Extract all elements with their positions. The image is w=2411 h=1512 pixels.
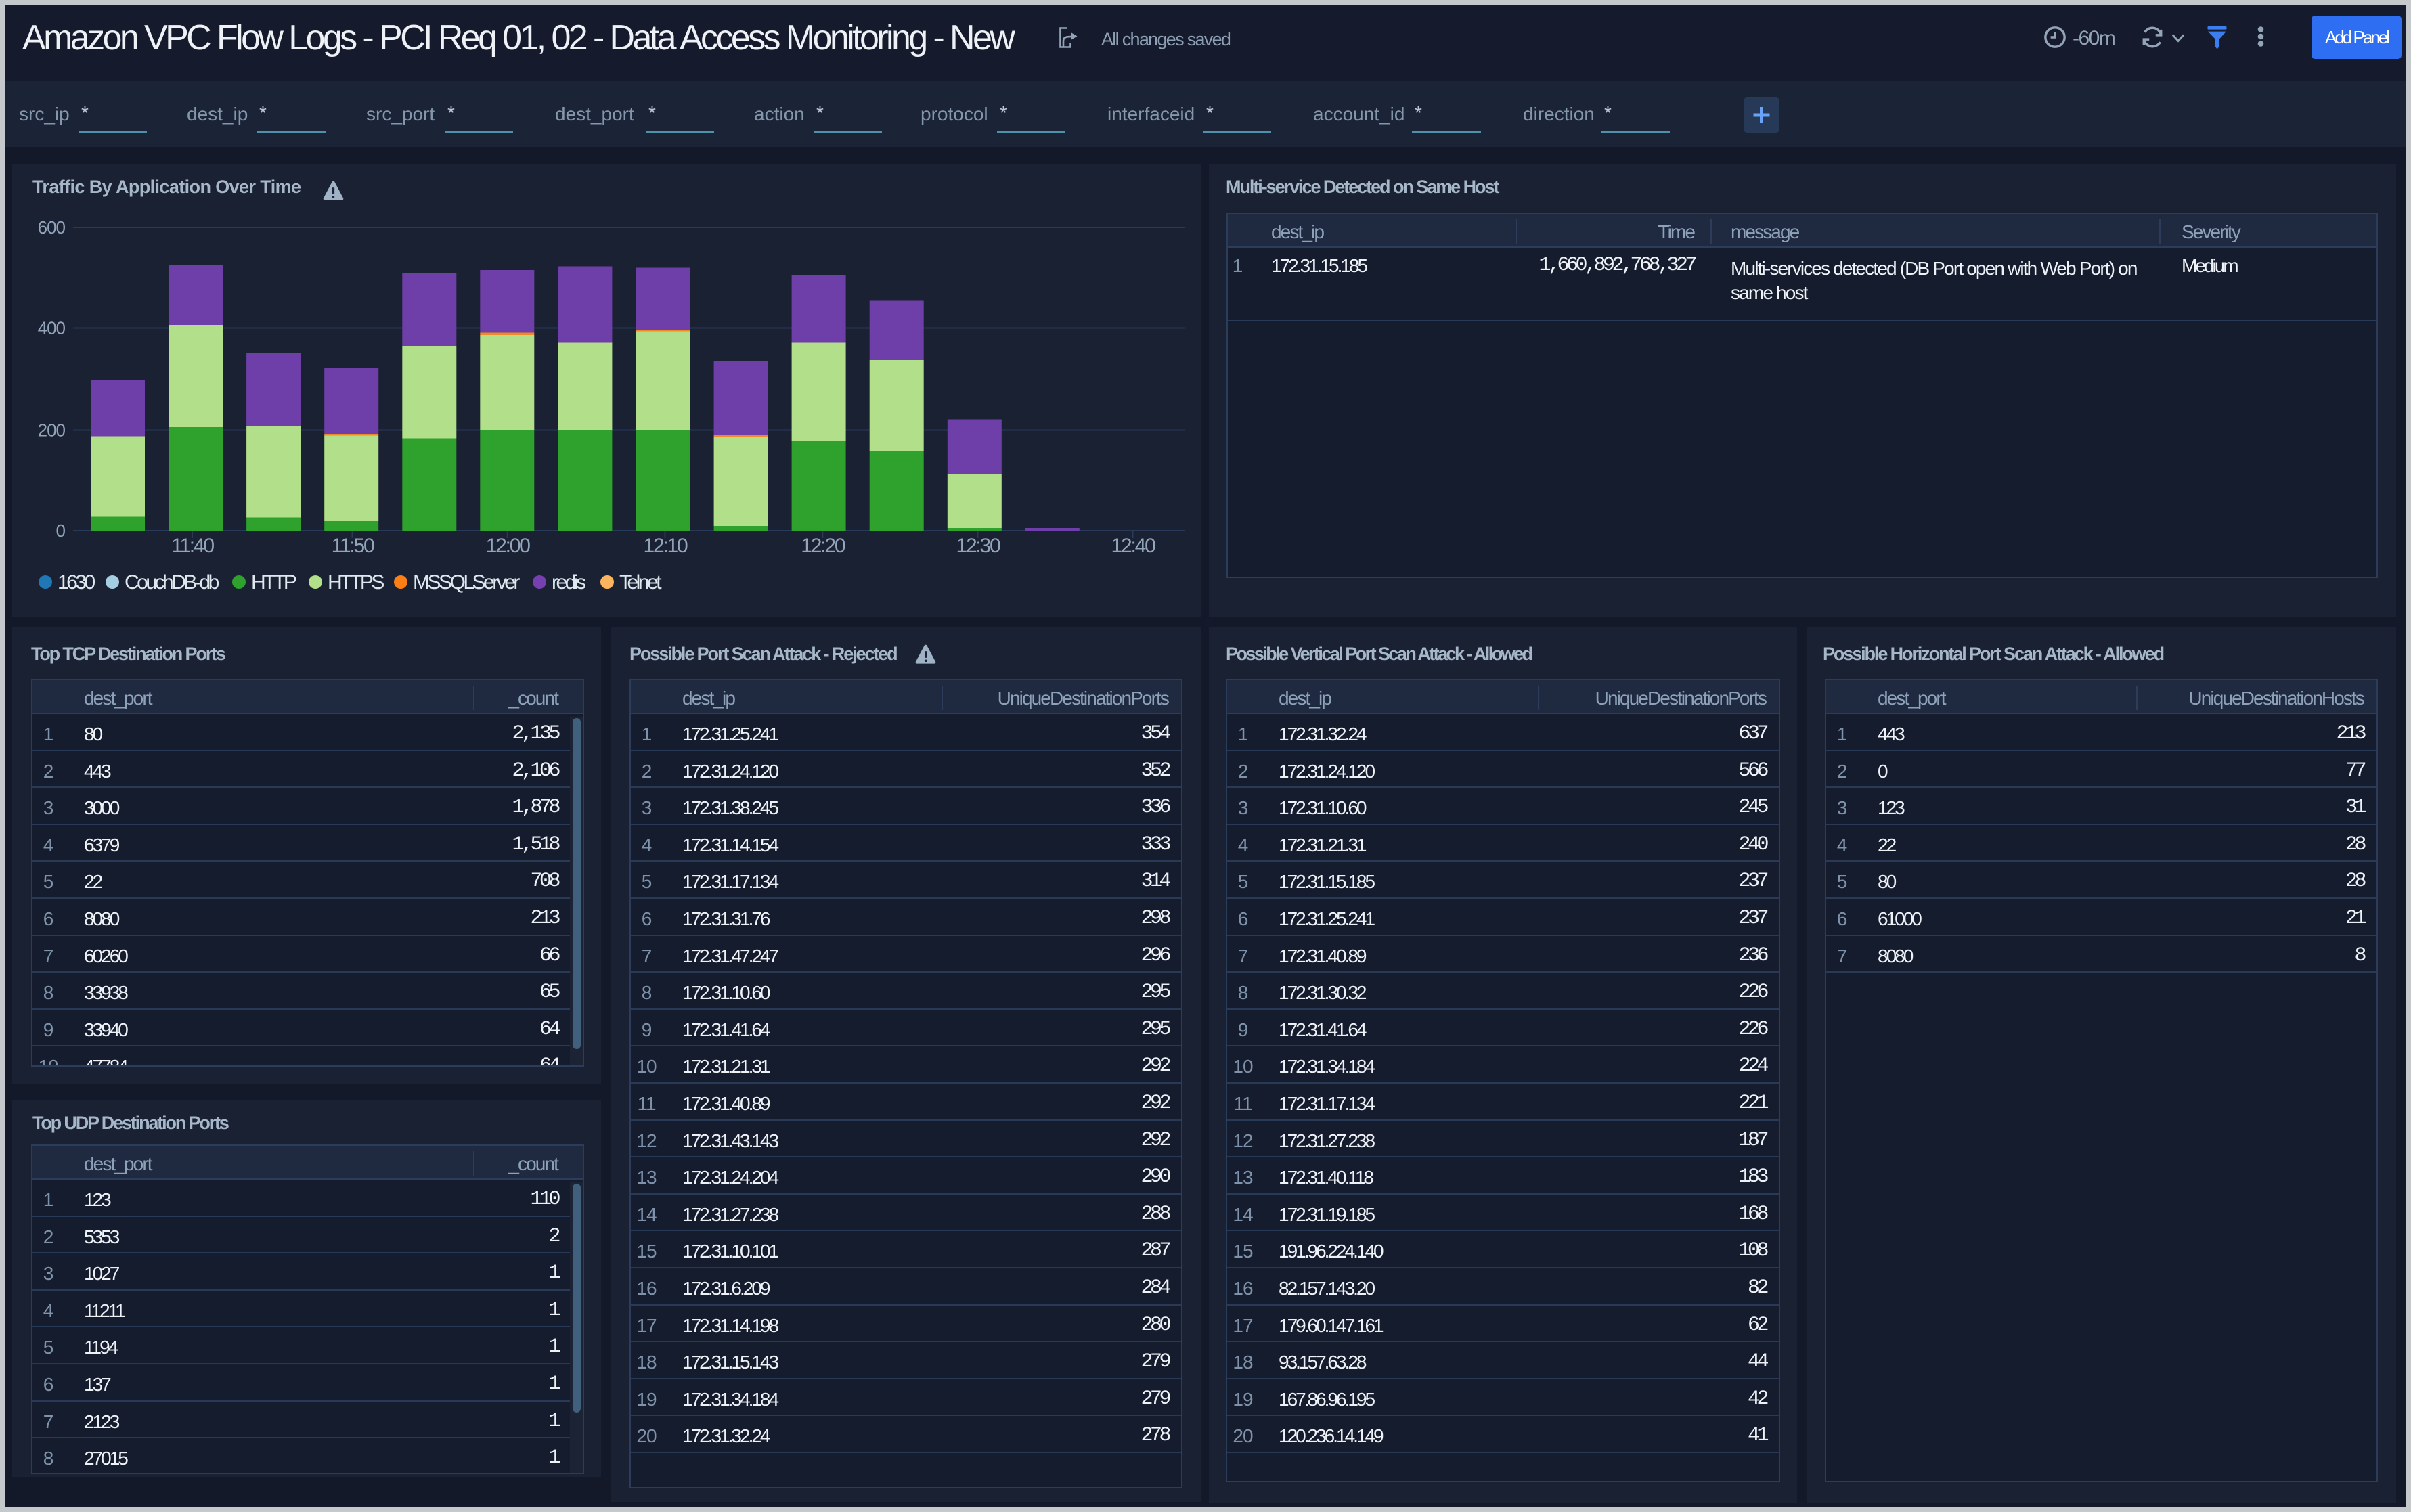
svg-text:12:00: 12:00 <box>486 535 531 557</box>
svg-text:200: 200 <box>38 420 66 441</box>
svg-text:11:50: 11:50 <box>332 535 374 557</box>
svg-text:12:20: 12:20 <box>801 535 845 557</box>
svg-text:0: 0 <box>56 520 66 541</box>
svg-text:redis: redis <box>552 571 585 594</box>
svg-text:12:10: 12:10 <box>643 535 688 557</box>
svg-text:12:40: 12:40 <box>1111 535 1156 557</box>
svg-text:Telnet: Telnet <box>619 571 662 594</box>
svg-text:1630: 1630 <box>58 571 95 594</box>
svg-text:11:40: 11:40 <box>171 535 214 557</box>
svg-text:400: 400 <box>38 318 66 338</box>
svg-text:HTTPS: HTTPS <box>328 571 384 594</box>
svg-text:MSSQLServer: MSSQLServer <box>413 571 520 594</box>
svg-text:HTTP: HTTP <box>251 571 296 594</box>
svg-text:CouchDB-db: CouchDB-db <box>125 571 219 594</box>
svg-text:600: 600 <box>38 217 66 238</box>
svg-text:12:30: 12:30 <box>956 535 1000 557</box>
